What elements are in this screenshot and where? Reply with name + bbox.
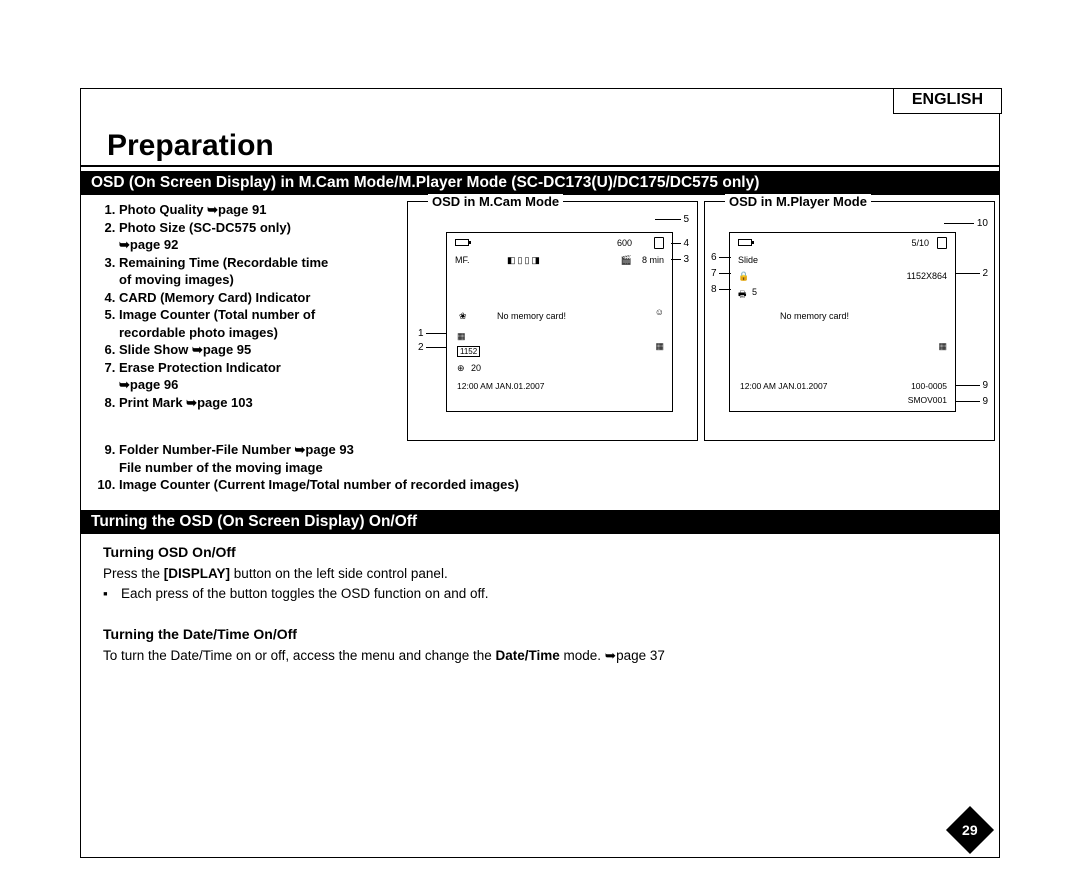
wb-icons: ◧▯▯◨ (507, 255, 542, 266)
slide-text: Slide (738, 255, 758, 265)
subheading-datetime-onoff: Turning the Date/Time On/Off (103, 626, 999, 642)
callout-line (426, 347, 446, 348)
list-item: CARD (Memory Card) Indicator (119, 289, 399, 307)
mf-indicator: MF. (455, 255, 470, 265)
section-header-osd-onoff: Turning the OSD (On Screen Display) On/O… (81, 510, 999, 534)
list-item: Slide Show ➥page 95 (119, 341, 399, 359)
list-item: Photo Quality ➥page 91 (119, 201, 399, 219)
print-count: 5 (752, 287, 757, 297)
screen-mcam: 600 MF. ◧▯▯◨ 🎬 8 min ❀ No memory card! ☺… (446, 232, 673, 412)
list-item: Image Counter (Current Image/Total numbe… (119, 476, 995, 494)
callout-5: 5 (683, 214, 689, 225)
datetime: 12:00 AM JAN.01.2007 (457, 381, 544, 391)
callout-1: 1 (418, 328, 424, 339)
body-text: Press the [DISPLAY] button on the left s… (103, 564, 999, 584)
resolution: 1152 (457, 346, 480, 357)
lock-icon: 🔒 (738, 271, 749, 282)
diagrams: OSD in M.Cam Mode 600 MF. ◧▯▯◨ 🎬 8 min ❀… (407, 201, 995, 441)
callout-line (719, 257, 731, 258)
section-header-osd-modes: OSD (On Screen Display) in M.Cam Mode/M.… (81, 171, 999, 195)
callout-10: 10 (977, 218, 988, 229)
bullet-icon: ▪ (103, 584, 121, 604)
callout-line (655, 219, 681, 220)
page-frame: Preparation OSD (On Screen Display) in M… (80, 88, 1000, 858)
list-item: Image Counter (Total number ofrecordable… (119, 306, 399, 341)
face-icon: ☺ (655, 307, 664, 317)
callout-line (956, 385, 980, 386)
callout-2b: 2 (982, 268, 988, 279)
card-icon (937, 237, 947, 249)
list-item: Print Mark ➥page 103 (119, 394, 399, 412)
grid-icon: ▦ (655, 341, 664, 352)
callout-2: 2 (418, 342, 424, 353)
screen-mplayer: 5/10 Slide 🔒 1152X864 🖶 5 No memory card… (729, 232, 956, 412)
flower-icon: ❀ (459, 311, 467, 322)
callout-9a: 9 (982, 380, 988, 391)
diagram-label: OSD in M.Player Mode (725, 194, 871, 209)
callout-line (719, 289, 731, 290)
datetime: 12:00 AM JAN.01.2007 (740, 381, 827, 391)
diagram-mplayer: OSD in M.Player Mode 5/10 Slide 🔒 1152X8… (704, 201, 995, 441)
battery-icon (455, 239, 469, 246)
page-number: 29 (946, 806, 994, 854)
content-row: Photo Quality ➥page 91 Photo Size (SC-DC… (81, 201, 999, 441)
numbered-list-continued: Folder Number-File Number ➥page 93File n… (81, 441, 999, 494)
language-indicator: ENGLISH (893, 88, 1002, 114)
callout-9b: 9 (982, 396, 988, 407)
callout-line (671, 243, 681, 244)
folder-file: 100-0005 (911, 381, 947, 391)
battery-icon (738, 239, 752, 246)
smov-file: SMOV001 (908, 395, 947, 405)
callout-line (944, 223, 974, 224)
list-item: Remaining Time (Recordable timeof moving… (119, 254, 399, 289)
movie-icon: 🎬 (621, 255, 632, 266)
list-item: Erase Protection Indicator➥page 96 (119, 359, 399, 394)
callout-line (956, 273, 980, 274)
callout-7: 7 (711, 268, 717, 279)
resolution: 1152X864 (907, 271, 947, 281)
page-title: Preparation (81, 89, 999, 167)
card-icon (654, 237, 664, 249)
callout-4: 4 (683, 238, 689, 249)
callout-8: 8 (711, 284, 717, 295)
body-text: To turn the Date/Time on or off, access … (103, 646, 999, 666)
remaining-time: 8 min (642, 255, 664, 265)
list-item: Folder Number-File Number ➥page 93File n… (119, 441, 995, 476)
callout-line (956, 401, 980, 402)
diagram-label: OSD in M.Cam Mode (428, 194, 563, 209)
callout-line (426, 333, 446, 334)
grid-icon: ▦ (938, 341, 947, 352)
callout-line (719, 273, 731, 274)
callout-6: 6 (711, 252, 717, 263)
no-memory-text: No memory card! (497, 311, 566, 321)
image-counter: 5/10 (911, 238, 929, 248)
no-memory-text: No memory card! (780, 311, 849, 321)
subheading-osd-onoff: Turning OSD On/Off (103, 544, 999, 560)
quality-icon: ▦ (457, 331, 466, 342)
list-item: Photo Size (SC-DC575 only)➥page 92 (119, 219, 399, 254)
callout-line (671, 259, 681, 260)
timer-value: 20 (471, 363, 481, 373)
diagram-mcam: OSD in M.Cam Mode 600 MF. ◧▯▯◨ 🎬 8 min ❀… (407, 201, 698, 441)
numbered-list: Photo Quality ➥page 91 Photo Size (SC-DC… (85, 201, 399, 441)
bullet-item: ▪ Each press of the button toggles the O… (103, 584, 999, 604)
callout-3: 3 (683, 254, 689, 265)
photo-count: 600 (617, 238, 632, 248)
timer-icon: ⊕ (457, 363, 465, 374)
print-icon: 🖶 (738, 287, 747, 303)
